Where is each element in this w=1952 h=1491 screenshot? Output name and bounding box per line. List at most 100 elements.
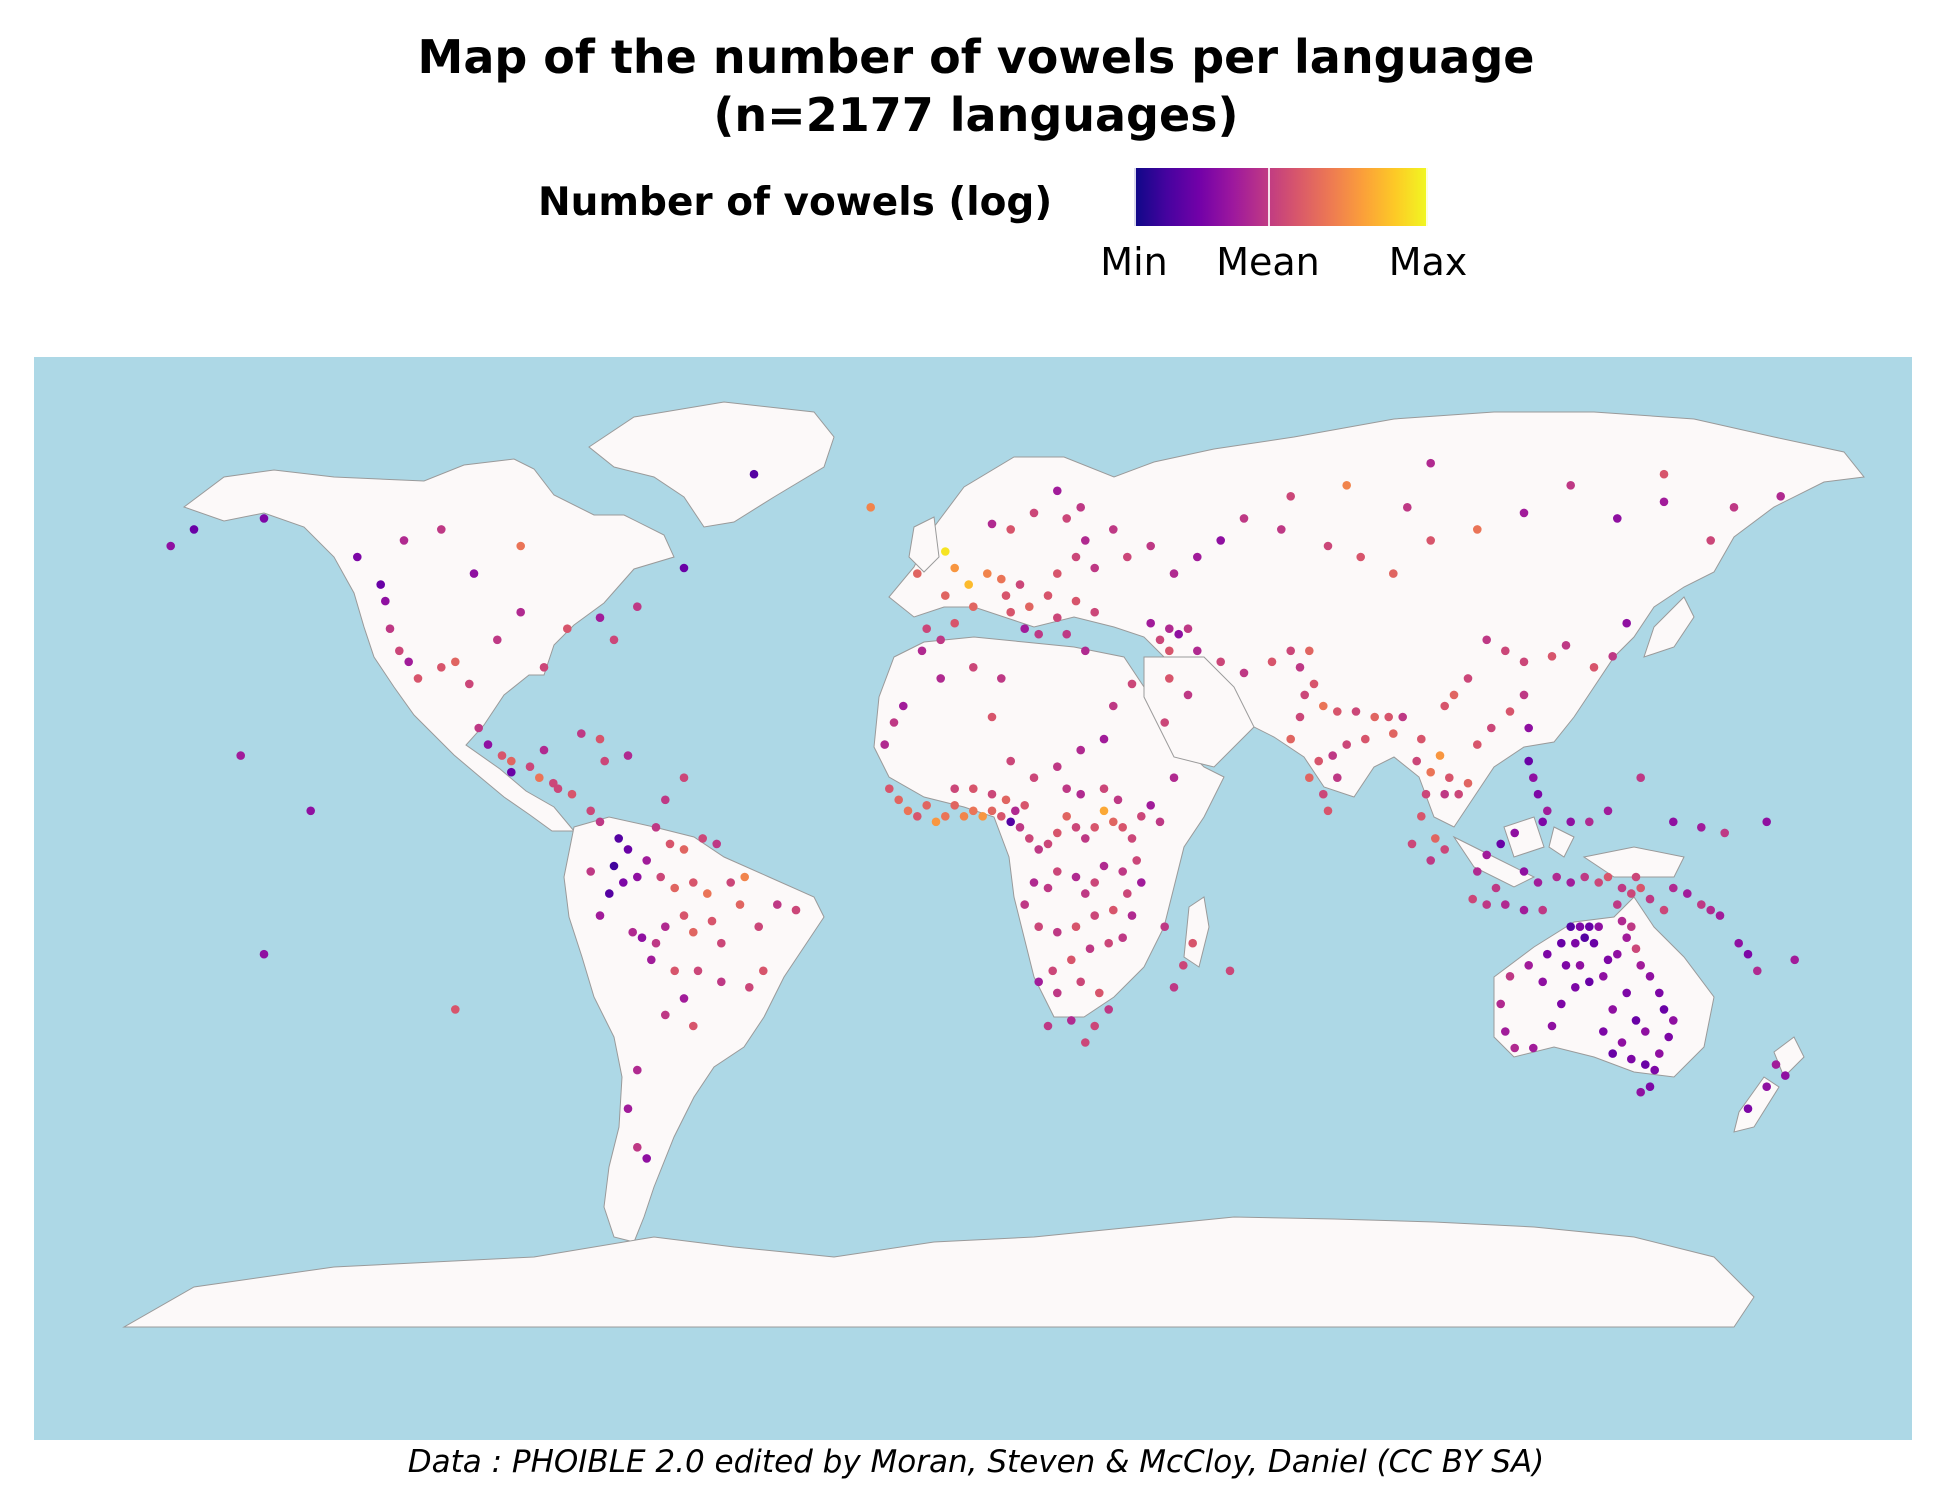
language-point [959, 812, 969, 821]
map-title-line-2: (n=2177 languages) [713, 88, 1239, 142]
language-point [1267, 657, 1277, 667]
language-point [1659, 497, 1669, 507]
language-point [1361, 734, 1370, 744]
language-point [633, 1143, 642, 1152]
language-point [1043, 1021, 1053, 1031]
language-point [1510, 828, 1519, 838]
language-point [1552, 872, 1561, 882]
language-point [623, 845, 633, 854]
language-point [1421, 789, 1431, 799]
language-point [1636, 1087, 1645, 1097]
language-point [1081, 1038, 1090, 1047]
language-point [1603, 955, 1613, 965]
language-point [1561, 961, 1571, 970]
landmass-new-zealand-north [1773, 1036, 1805, 1078]
language-point [381, 596, 390, 606]
language-point [413, 674, 423, 683]
language-point [497, 751, 507, 760]
language-point [1697, 900, 1706, 909]
language-point [1426, 536, 1435, 545]
language-point [1305, 646, 1314, 656]
language-point [1342, 481, 1351, 490]
language-point [600, 756, 609, 766]
language-point [1305, 773, 1314, 782]
language-point [1062, 812, 1071, 821]
language-point [1505, 972, 1515, 981]
language-point [1034, 922, 1043, 931]
language-point [1113, 795, 1123, 805]
language-point [1295, 663, 1305, 672]
language-point [1328, 751, 1337, 760]
language-point [1519, 905, 1529, 915]
language-point [1286, 734, 1295, 744]
language-point [1127, 911, 1137, 920]
language-point [698, 834, 707, 843]
language-point [1729, 503, 1739, 512]
language-point [1127, 679, 1137, 689]
language-point [1006, 817, 1015, 827]
language-point [689, 878, 698, 887]
language-point [1454, 789, 1463, 799]
language-point [759, 966, 768, 976]
language-point [507, 756, 516, 766]
landmass-new-zealand-south [1733, 1076, 1780, 1133]
language-point [987, 806, 997, 816]
language-point [885, 784, 894, 793]
language-point [1118, 867, 1127, 876]
language-point [1641, 1027, 1650, 1036]
language-point [595, 911, 605, 920]
language-point [1589, 663, 1599, 672]
language-point [1659, 469, 1669, 479]
language-point [1342, 740, 1351, 749]
language-point [1025, 602, 1034, 611]
language-point [1580, 872, 1589, 882]
language-point [1090, 1021, 1099, 1031]
language-point [1071, 823, 1081, 832]
language-point [1193, 552, 1202, 562]
language-point [950, 618, 959, 628]
language-point [259, 514, 269, 523]
language-point [1505, 707, 1515, 716]
language-point [1608, 1005, 1617, 1014]
language-point [516, 607, 525, 617]
language-point [1449, 690, 1459, 700]
language-point [1081, 646, 1090, 656]
language-point [1636, 773, 1645, 782]
language-point [1538, 905, 1547, 915]
language-point [1440, 845, 1449, 854]
language-point [605, 889, 614, 898]
language-point [1351, 707, 1361, 716]
language-point [404, 657, 414, 667]
language-point [469, 569, 479, 578]
language-point [670, 966, 679, 976]
landmass-africa [873, 636, 1225, 1018]
language-point [1314, 756, 1323, 766]
language-point [1239, 514, 1249, 523]
language-point [1608, 652, 1617, 661]
legend-colorbar [1134, 168, 1428, 226]
language-point [642, 1154, 651, 1163]
language-point [679, 773, 689, 782]
language-point [1566, 878, 1575, 887]
language-point [595, 817, 605, 827]
language-point [586, 806, 595, 816]
language-point [899, 701, 908, 711]
language-point [586, 867, 595, 876]
map-panel [34, 357, 1912, 1440]
language-point [1519, 867, 1529, 876]
language-point [395, 646, 404, 656]
language-point [1417, 812, 1426, 821]
language-point [1627, 889, 1636, 898]
language-point [1776, 492, 1785, 501]
language-point [1025, 834, 1034, 843]
language-point [1566, 922, 1575, 931]
language-point [1594, 878, 1603, 887]
language-point [1169, 983, 1179, 992]
language-point [493, 635, 502, 645]
language-point [1006, 756, 1015, 766]
language-point [595, 613, 605, 622]
language-point [1613, 514, 1622, 523]
language-point [1155, 817, 1165, 827]
language-point [773, 900, 782, 909]
language-point [1627, 1054, 1636, 1064]
